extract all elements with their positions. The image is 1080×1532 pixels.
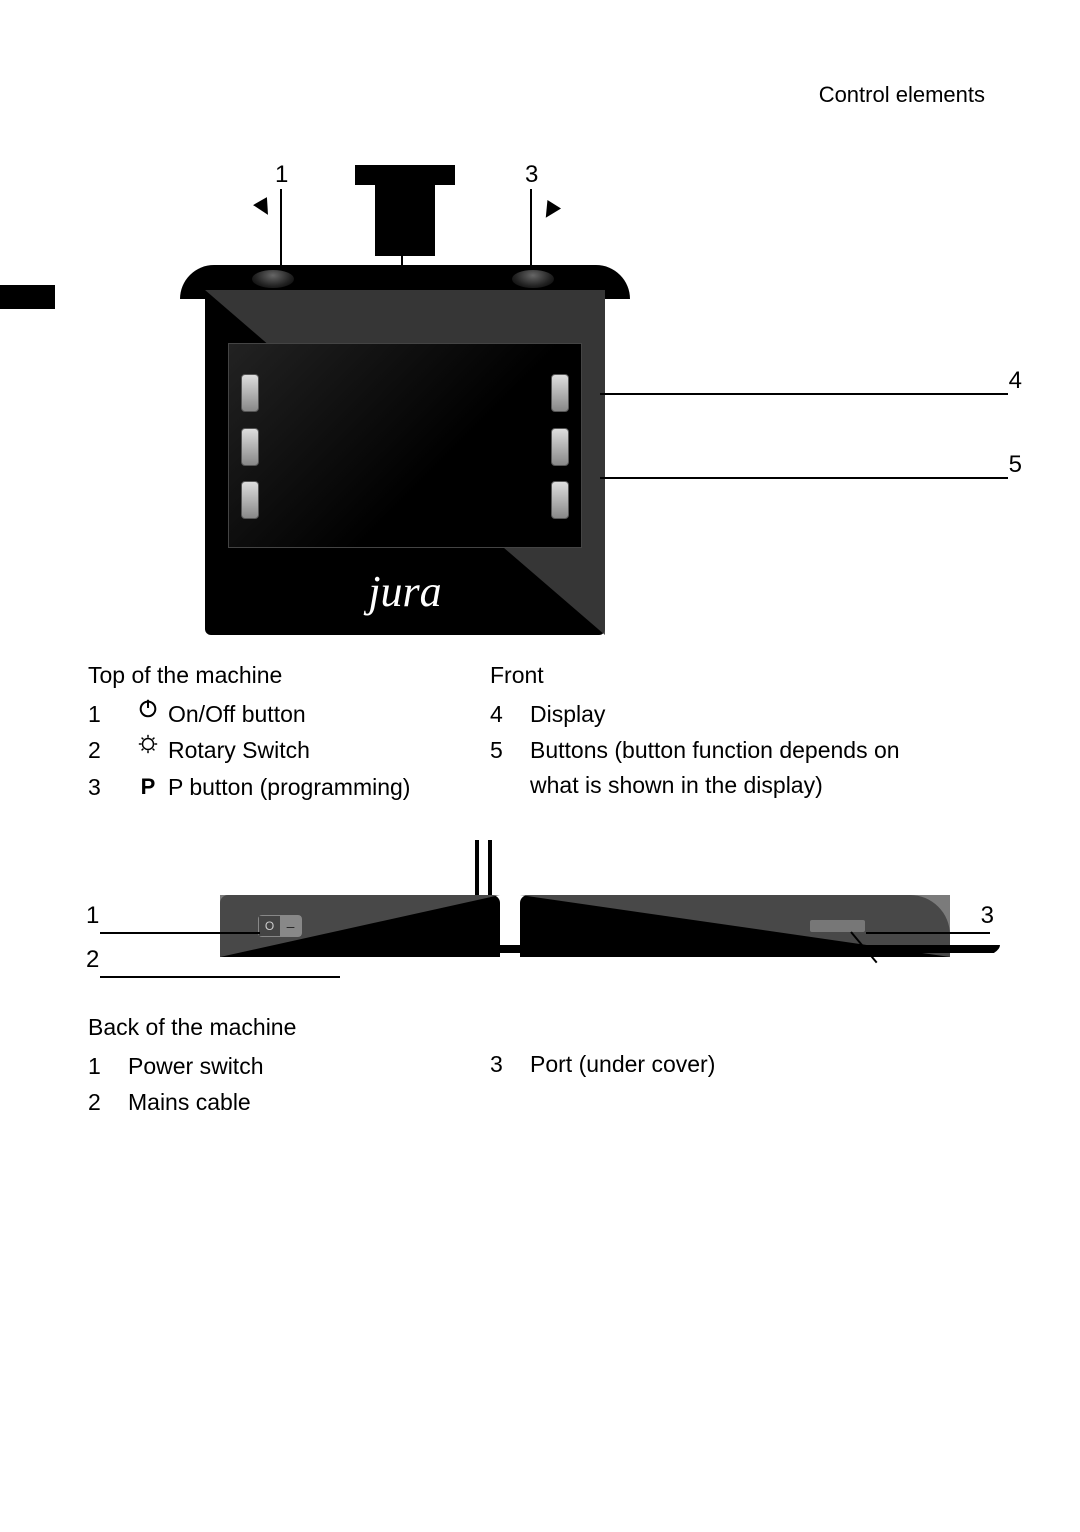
port-cover (810, 920, 865, 932)
display-button (241, 374, 259, 412)
p-icon: P (128, 770, 168, 803)
legend-label: Port (under cover) (530, 1047, 920, 1082)
machine-rotary-column (375, 171, 435, 256)
legend-row: 3 Port (under cover) (490, 1047, 920, 1082)
display-buttons-left (241, 374, 259, 519)
legend-front: Front 4 Display 5 Buttons (button functi… (490, 658, 920, 804)
back-callout-2: 2 (86, 946, 99, 974)
legend-label: Buttons (button function depends on what… (530, 733, 920, 802)
back-chimney (488, 840, 492, 895)
machine-back-diagram: O – 1 2 3 (80, 840, 1000, 1010)
back-chimney (475, 840, 479, 895)
power-switch: O – (258, 915, 302, 937)
leader-line (100, 932, 260, 934)
page-header: Control elements (819, 82, 985, 108)
legend-num: 1 (88, 697, 128, 732)
display-button (241, 428, 259, 466)
power-icon (128, 697, 168, 719)
legend-back: Back of the machine 1 Power switch 2 Mai… (88, 1010, 468, 1122)
legend-row: 2 Rotary Switch (88, 733, 468, 768)
legend-row: 1 Power switch (88, 1049, 468, 1084)
legend-row: 2 Mains cable (88, 1085, 468, 1120)
onoff-button-icon (252, 270, 294, 288)
legend-row: 1 On/Off button (88, 697, 468, 732)
legend-label: Power switch (128, 1049, 468, 1084)
legend-label: Rotary Switch (168, 733, 468, 768)
legend-num: 3 (490, 1047, 530, 1082)
legend-num: 1 (88, 1049, 128, 1084)
legend-num: 2 (88, 1085, 128, 1120)
legend-label: P button (programming) (168, 770, 468, 805)
legend-title: Back of the machine (88, 1010, 468, 1045)
legend-row: 3 P P button (programming) (88, 770, 468, 805)
legend-num: 4 (490, 697, 530, 732)
leader-line (280, 189, 282, 269)
legend-title: Top of the machine (88, 658, 468, 693)
leader-line (530, 189, 532, 269)
display-button (551, 374, 569, 412)
legend-label: Display (530, 697, 920, 732)
switch-on: – (280, 916, 301, 936)
display-buttons-right (551, 374, 569, 519)
callout-1: 1 (275, 161, 288, 189)
mains-cable (340, 945, 1000, 985)
display-button (551, 481, 569, 519)
callout-4: 4 (1009, 367, 1022, 395)
callout-3: 3 (525, 161, 538, 189)
legend-num: 2 (88, 733, 128, 768)
legend-back-right: 3 Port (under cover) (490, 1047, 920, 1084)
display-button (241, 481, 259, 519)
legend-label: Mains cable (128, 1085, 468, 1120)
legend-num: 5 (490, 733, 530, 768)
display-button (551, 428, 569, 466)
machine-display (228, 343, 582, 548)
leader-arrow (253, 197, 275, 219)
legend-num: 3 (88, 770, 128, 805)
back-callout-1: 1 (86, 902, 99, 930)
rotary-icon (128, 733, 168, 755)
legend-top-of-machine: Top of the machine 1 On/Off button 2 Rot… (88, 658, 468, 806)
leader-line (100, 976, 340, 978)
leader-line (600, 393, 1008, 395)
legend-label: On/Off button (168, 697, 468, 732)
legend-title: Front (490, 658, 920, 693)
legend-row: 4 Display (490, 697, 920, 732)
p-button-icon (512, 270, 554, 288)
switch-off: O (259, 916, 280, 936)
leader-line (600, 477, 1008, 479)
leader-line (866, 932, 990, 934)
leader-arrow (539, 200, 561, 222)
machine-front-diagram: 1 2 3 jura 4 5 (0, 155, 1080, 675)
legend-row: 5 Buttons (button function depends on wh… (490, 733, 920, 802)
callout-5: 5 (1009, 451, 1022, 479)
back-callout-3: 3 (981, 902, 994, 930)
